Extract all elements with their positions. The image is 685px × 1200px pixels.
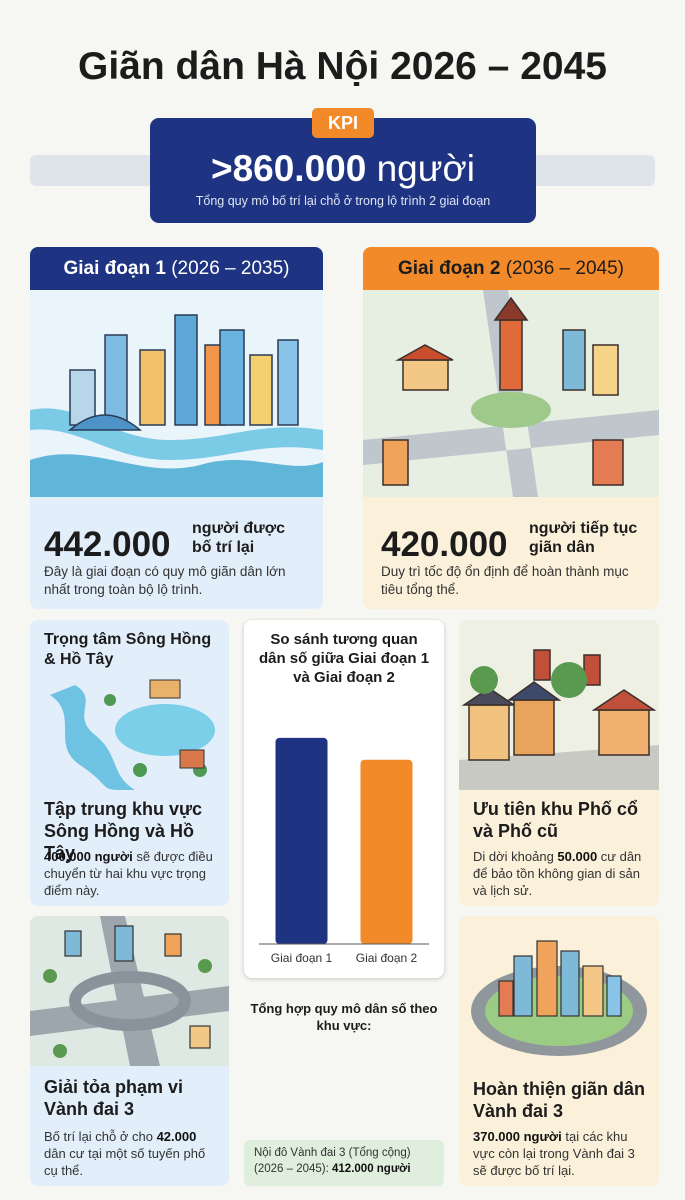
text-part: 400.000 người — [44, 849, 133, 864]
text-part: 42.000 — [156, 1129, 197, 1144]
card-body: Bố trí lại chỗ ở cho 42.000 dân cư tại m… — [44, 1128, 214, 1179]
card-heading: Trọng tâm Sông Hồng & Hồ Tây — [44, 631, 212, 668]
phase-header: Giai đoạn 1 (2026 – 2035) — [30, 247, 323, 290]
card-title: Tập trung khu vực Sông Hồng và Hồ Tây — [44, 799, 203, 863]
phase-title: Giai đoạn 2 — [397, 258, 501, 279]
bar — [360, 759, 413, 944]
bar — [275, 737, 328, 944]
phase-number-label: người tiếp tục giãn dân — [529, 520, 638, 556]
text-part: 370.000 người — [473, 1129, 562, 1144]
phase-title: Giai đoạn 1 — [63, 258, 166, 279]
chart-card: So sánh tương quan dân số giữa Giai đoạn… — [244, 620, 444, 978]
text-part: tại các khu vực còn lại trong Vành đai 3… — [473, 1129, 635, 1178]
card-body: Di dời khoảng 50.000 cư dân để bảo tồn k… — [473, 848, 645, 899]
kpi-value: >860.000 — [210, 148, 367, 189]
text-part: Di dời khoảng — [473, 849, 558, 864]
text-part: 412.000 người — [332, 1163, 411, 1175]
kpi-unit: người — [376, 148, 476, 189]
phase-number: 442.000 — [44, 525, 171, 564]
phase-text: Duy trì tốc độ ổn định để hoàn thành mục… — [381, 564, 629, 597]
card-title: Hoàn thiện giãn dân Vành đai 3 — [473, 1079, 646, 1121]
text-part: Bố trí lại chỗ ở cho — [44, 1129, 157, 1144]
illustration — [50, 679, 215, 790]
focus-card: Giải tỏa phạm vi Vành đai 3 Bố trí lại c… — [30, 916, 229, 1186]
text-part: 50.000 — [557, 849, 598, 864]
illustration — [471, 940, 647, 1056]
chart: Giai đoạn 1 Giai đoạn 2 — [259, 737, 429, 965]
illustration — [459, 620, 659, 790]
phase-card: Giai đoạn 1 (2026 – 2035) 442.000 người … — [30, 247, 323, 609]
phase-period: (2036 – 2045) — [505, 258, 625, 279]
chart-title: So sánh tương quan dân số giữa Giai đoạn… — [258, 631, 430, 686]
phase-header: Giai đoạn 2 (2036 – 2045) — [363, 247, 659, 290]
phase-text: Đây là giai đoạn có quy mô giãn dân lớn … — [44, 564, 286, 597]
x-tick-label: Giai đoạn 2 — [356, 951, 418, 965]
focus-card: Ưu tiên khu Phố cổ và Phố cũ Di dời khoả… — [459, 620, 659, 906]
text-part: sẽ được điều chuyển từ hai khu vực trọng… — [44, 849, 213, 898]
illustration — [30, 290, 323, 497]
kpi-caption: Tổng quy mô bố trí lại chỗ ở trong lộ tr… — [195, 194, 491, 208]
kpi-box: KPI >860.000 người Tổng quy mô bố trí lạ… — [150, 108, 536, 223]
phase-number: 420.000 — [381, 525, 508, 564]
text-part: dân cư tại một số tuyến phố cụ thể. — [44, 1146, 206, 1178]
focus-card: Hoàn thiện giãn dân Vành đai 3 370.000 n… — [459, 916, 659, 1186]
text-part: cư dân để bảo tồn không gian di sản và l… — [473, 849, 642, 898]
illustration — [30, 916, 229, 1066]
summary-title: Tổng hợp quy mô dân số theo khu vực: — [250, 1001, 438, 1033]
x-tick-label: Giai đoạn 1 — [271, 951, 333, 965]
focus-card: Trọng tâm Sông Hồng & Hồ Tây Tập trung k… — [30, 620, 229, 906]
kpi-tag: KPI — [312, 108, 374, 138]
kpi-line: >860.000 người — [150, 148, 536, 190]
text-part: Nội đô Vành đai 3 (Tổng cộng) (2026 – 20… — [254, 1147, 411, 1175]
card-body: 400.000 người sẽ được điều chuyển từ hai… — [44, 848, 214, 899]
phase-card: Giai đoạn 2 (2036 – 2045) 420.000 người … — [363, 247, 659, 609]
card-title: Giải tỏa phạm vi Vành đai 3 — [44, 1077, 184, 1119]
summary-box: Nội đô Vành đai 3 (Tổng cộng) (2026 – 20… — [244, 1140, 444, 1186]
phase-number-label: người được bố trí lại — [192, 520, 286, 556]
card-title: Ưu tiên khu Phố cổ và Phố cũ — [473, 799, 638, 841]
phase-period: (2026 – 2035) — [171, 258, 290, 279]
page-title: Giãn dân Hà Nội 2026 – 2045 — [78, 45, 607, 88]
illustration — [363, 290, 659, 497]
card-body: 370.000 người tại các khu vực còn lại tr… — [473, 1128, 645, 1179]
